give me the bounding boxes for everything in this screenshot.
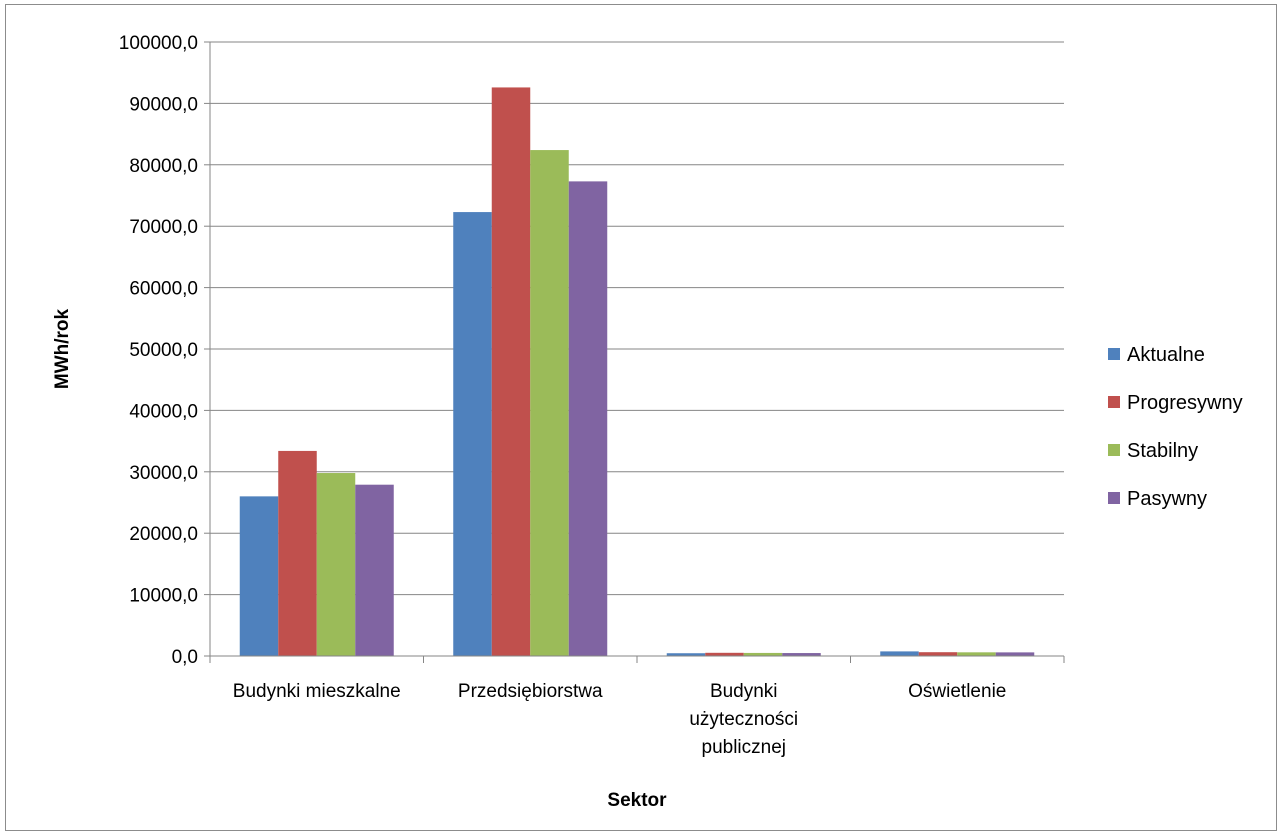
bar (239, 496, 279, 656)
legend-swatch (1108, 492, 1120, 504)
y-tick-label: 60000,0 (129, 279, 198, 300)
legend-label: Aktualne (1127, 344, 1205, 366)
y-tick-labels: 0,0 10000,0 20000,0 30000,0 40000,0 50000,0 60… (119, 33, 198, 668)
legend-label: Progresywny (1127, 392, 1243, 414)
bar (880, 651, 919, 656)
y-axis-title: MWh/rok (52, 308, 73, 389)
y-tick-label: 0,0 (172, 647, 198, 668)
bar (782, 653, 821, 656)
bar (530, 150, 569, 656)
legend-swatch (1108, 444, 1120, 456)
bar (568, 181, 608, 657)
bar (705, 652, 744, 656)
x-tick-label: Budynki użyteczności publicznej (689, 681, 798, 758)
bar (491, 87, 531, 657)
bar (918, 652, 958, 656)
y-tick-label: 30000,0 (129, 463, 198, 484)
bar (316, 473, 356, 656)
y-tick-label: 20000,0 (129, 524, 198, 545)
bar (666, 653, 706, 656)
bar (957, 652, 996, 656)
x-tick-labels: Budynki mieszkalne Przedsiębiorstwa Budynk… (233, 681, 1007, 758)
y-tick-label: 100000,0 (119, 33, 198, 54)
legend-swatch (1108, 348, 1120, 360)
y-tick-label: 80000,0 (129, 156, 198, 177)
x-axis-title: Sektor (607, 790, 667, 811)
legend-swatch (1108, 396, 1120, 408)
y-tick-label: 10000,0 (129, 586, 198, 607)
chart-frame (5, 4, 1277, 831)
y-tick-label: 70000,0 (129, 217, 198, 238)
legend-label: Pasywny (1127, 488, 1207, 510)
x-tick-label: Budynki mieszkalne (233, 681, 401, 702)
bar (453, 212, 492, 656)
bars (239, 87, 1035, 657)
y-tick-label: 40000,0 (129, 401, 198, 422)
legend: Aktualne Progresywny Stabilny Pasywny (1108, 344, 1243, 510)
bar (995, 652, 1035, 656)
x-tick-label: Oświetlenie (908, 681, 1006, 702)
x-tick-label: Przedsiębiorstwa (458, 681, 603, 702)
bar (278, 450, 317, 656)
y-tick-label: 90000,0 (129, 94, 198, 115)
y-tick-label: 50000,0 (129, 340, 198, 361)
bar (743, 652, 783, 656)
bar (355, 484, 394, 656)
axes (204, 41, 1065, 663)
legend-label: Stabilny (1127, 440, 1198, 462)
